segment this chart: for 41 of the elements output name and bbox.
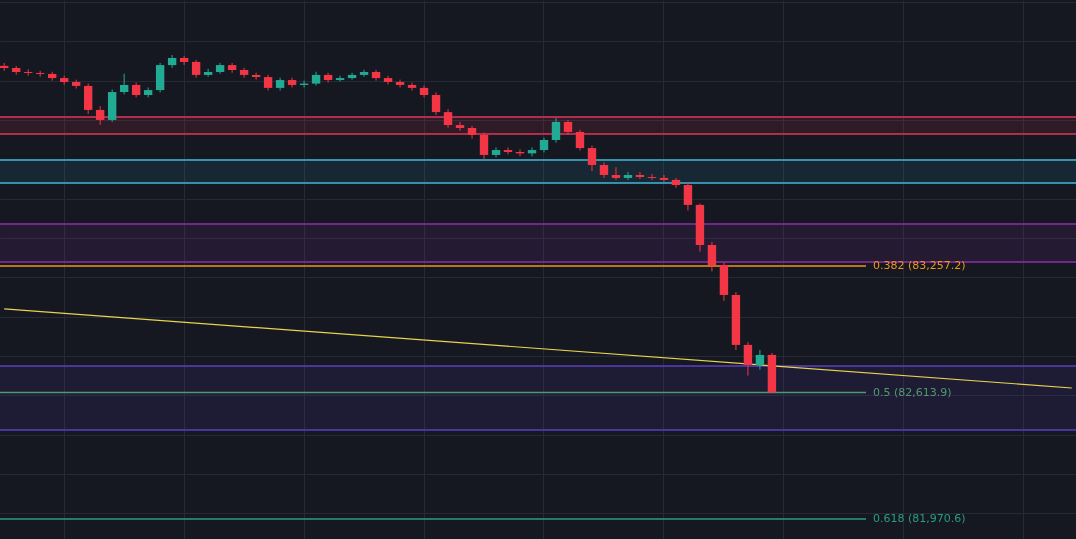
candlestick [647, 173, 657, 181]
candlestick [443, 108, 453, 129]
ref-line-label: 0.382 (83,257.2) [873, 259, 966, 273]
candlestick [479, 132, 489, 160]
candlestick [95, 105, 105, 126]
candlestick [431, 91, 441, 116]
candlestick [359, 69, 369, 78]
ref-line-label: 0.618 (81,970.6) [873, 512, 966, 526]
candlestick [491, 146, 501, 158]
candlestick [23, 68, 33, 77]
candlestick [635, 171, 645, 180]
candlestick [179, 55, 189, 66]
candlestick [287, 77, 297, 89]
candlestick [239, 67, 249, 79]
candlestick [503, 146, 513, 155]
candlestick [755, 349, 765, 371]
candlestick [407, 82, 417, 91]
candlestick [203, 68, 213, 78]
candlestick [323, 72, 333, 84]
candlestick [611, 166, 621, 181]
candlestick [743, 341, 753, 377]
candlestick [707, 241, 717, 272]
candlestick [395, 79, 405, 89]
candlestick [551, 117, 561, 144]
candlestick [371, 69, 381, 82]
candlestick [683, 182, 693, 211]
candlestick [347, 72, 357, 81]
candlestick [383, 75, 393, 86]
ref-line-label: 0.5 (82,613.9) [873, 385, 952, 399]
candlestick [167, 54, 177, 69]
candlestick [83, 83, 93, 115]
candlestick [659, 174, 669, 183]
candlestick [119, 73, 129, 95]
candlestick [467, 125, 477, 140]
candlestick [587, 145, 597, 172]
candlestick [335, 75, 345, 83]
candlestick [671, 177, 681, 189]
candlestick [455, 121, 465, 132]
candlestick [623, 171, 633, 181]
candlestick [575, 129, 585, 151]
candlestick [227, 62, 237, 74]
